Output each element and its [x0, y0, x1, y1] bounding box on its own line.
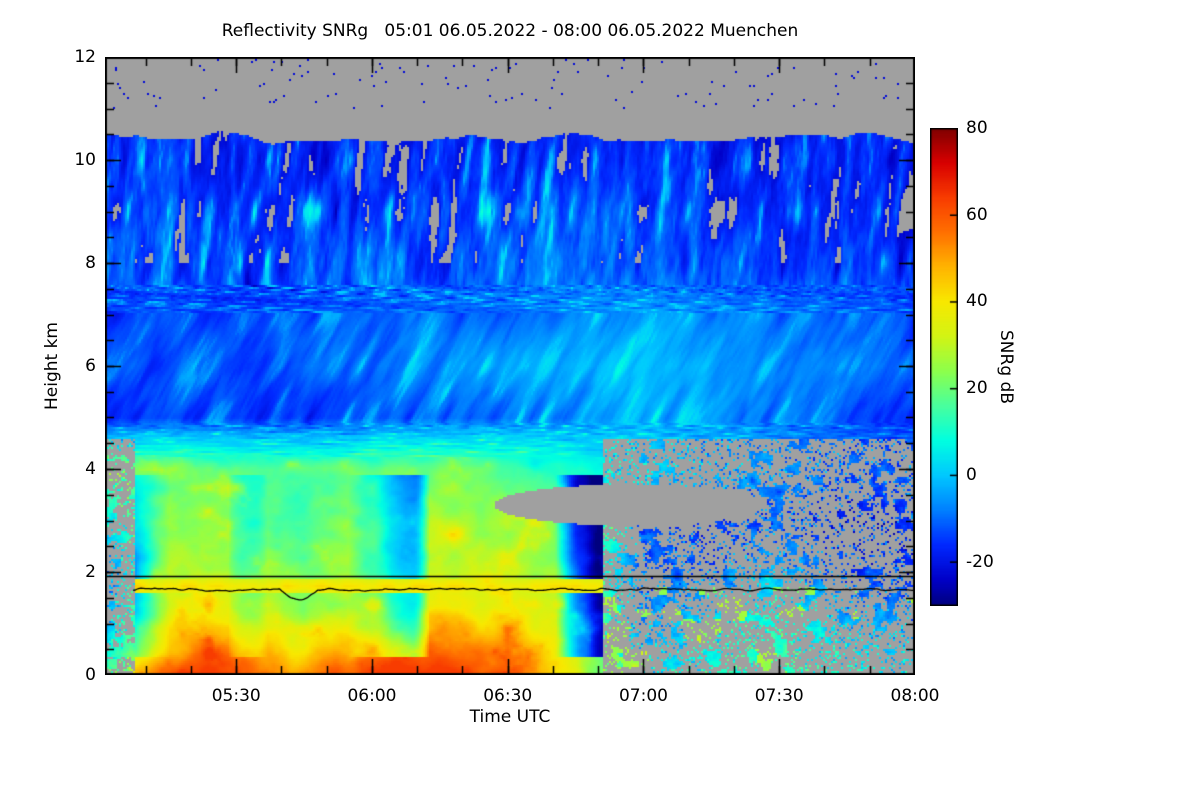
colorbar-canvas — [930, 128, 958, 606]
colorbar-tick-label: 0 — [966, 464, 977, 485]
colorbar-tick-label: 40 — [966, 291, 988, 312]
colorbar-tick-label: -20 — [966, 551, 994, 572]
y-tick-label: 12 — [74, 47, 96, 67]
y-tick-label: 0 — [85, 665, 96, 685]
y-tick-label: 10 — [74, 150, 96, 170]
colorbar-tick-label: 80 — [966, 118, 988, 138]
plot-title: Reflectivity SNRg 05:01 06.05.2022 - 08:… — [221, 21, 799, 41]
colorbar-tick-label: 60 — [966, 204, 988, 225]
y-tick-label: 4 — [85, 459, 96, 479]
colorbar-tick-label: 20 — [966, 378, 988, 399]
x-tick-label: 07:30 — [754, 686, 804, 706]
heatmap-canvas — [105, 57, 915, 675]
y-tick-label: 2 — [85, 562, 96, 582]
x-tick-label: 06:30 — [483, 686, 533, 706]
colorbar-label: SNRg dB — [996, 330, 1016, 404]
y-tick-label: 6 — [85, 356, 96, 376]
x-tick-label: 05:30 — [211, 686, 261, 706]
y-tick-label: 8 — [85, 253, 96, 273]
x-tick-label: 08:00 — [890, 686, 940, 706]
x-axis-label: Time UTC — [469, 707, 551, 727]
x-tick-label: 07:00 — [618, 686, 668, 706]
x-tick-label: 06:00 — [347, 686, 397, 706]
